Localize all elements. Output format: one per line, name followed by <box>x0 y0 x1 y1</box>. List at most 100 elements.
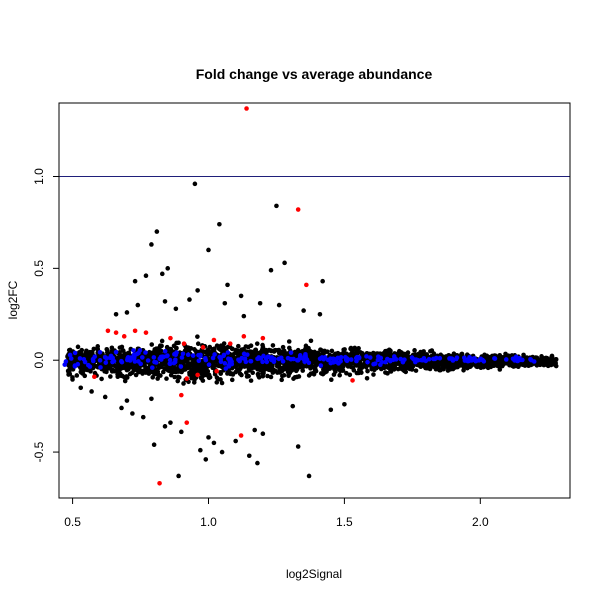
blue-point <box>226 364 232 369</box>
blue-point <box>172 351 177 357</box>
cloud-point <box>120 348 126 353</box>
cloud-point <box>418 349 423 355</box>
cloud-point <box>244 374 250 379</box>
outlier-point <box>206 247 211 253</box>
cloud-point <box>497 352 503 358</box>
cloud-point <box>488 355 494 361</box>
cloud-point <box>342 347 347 352</box>
blue-point <box>221 352 227 358</box>
cloud-point <box>206 375 212 381</box>
cloud-point <box>293 368 299 374</box>
cloud-point <box>67 347 73 353</box>
cloud-point <box>300 368 306 373</box>
cloud-point <box>475 362 481 368</box>
blue-point <box>97 349 103 355</box>
cloud-point <box>259 349 265 354</box>
blue-point <box>167 361 173 367</box>
cloud-point <box>457 359 463 365</box>
cloud-point <box>247 368 252 373</box>
cloud-point <box>159 362 165 367</box>
cloud-point <box>235 353 241 359</box>
outlier-point <box>268 267 274 273</box>
cloud-point <box>256 372 261 377</box>
blue-point <box>185 352 191 358</box>
outlier-point <box>130 411 135 416</box>
cloud-point <box>423 362 428 367</box>
cloud-point <box>529 362 534 367</box>
outlier-point <box>255 460 260 466</box>
blue-point <box>151 355 157 360</box>
blue-point <box>371 361 376 367</box>
blue-point <box>131 354 137 360</box>
cloud-point <box>168 372 174 378</box>
cloud-point <box>219 380 225 386</box>
cloud-point <box>161 369 166 375</box>
blue-point <box>335 355 341 361</box>
cloud-point <box>99 376 104 382</box>
cloud-point <box>260 370 265 376</box>
cloud-point <box>369 366 375 372</box>
blue-point <box>206 362 212 367</box>
outlier-point <box>149 242 154 247</box>
cloud-point <box>268 374 274 380</box>
y-tick-label: 0.0 <box>32 352 46 369</box>
blue-point <box>328 356 333 362</box>
blue-point <box>517 355 522 361</box>
cloud-point <box>216 346 222 352</box>
outlier-point <box>143 273 149 279</box>
highlight-point <box>184 376 190 381</box>
x-tick-label: 2.0 <box>472 515 489 529</box>
cloud-point <box>173 367 178 372</box>
cloud-point <box>337 372 342 378</box>
highlight-point <box>244 106 249 111</box>
blue-point <box>113 349 119 355</box>
cloud-point <box>450 362 455 368</box>
blue-point <box>465 358 471 364</box>
highlight-point <box>92 374 97 380</box>
cloud-point <box>155 349 160 355</box>
blue-point <box>454 355 460 360</box>
y-tick-label: 0.5 <box>32 260 46 277</box>
cloud-point <box>437 361 442 366</box>
cloud-point <box>265 373 270 379</box>
blue-point <box>318 363 324 368</box>
blue-point <box>227 358 233 363</box>
cloud-point <box>74 373 80 378</box>
outlier-point <box>149 396 154 402</box>
highlight-point <box>238 433 244 438</box>
blue-point <box>196 358 202 364</box>
cloud-point <box>195 334 200 339</box>
cloud-point <box>398 351 404 357</box>
outlier-point <box>274 203 279 209</box>
cloud-point <box>152 371 157 377</box>
cloud-point <box>468 364 473 369</box>
highlight-point <box>132 328 138 334</box>
cloud-point <box>293 362 298 367</box>
cloud-point <box>275 370 280 375</box>
blue-point <box>180 351 186 357</box>
cloud-point <box>172 374 177 380</box>
blue-point <box>150 365 155 370</box>
cloud-point <box>287 345 292 351</box>
blue-point <box>212 352 217 357</box>
outlier-point <box>219 449 225 455</box>
blue-point <box>103 360 109 365</box>
cloud-point <box>284 366 290 372</box>
cloud-point <box>175 378 181 384</box>
cloud-point <box>329 348 335 354</box>
cloud-point <box>279 377 284 383</box>
cloud-point <box>239 372 244 378</box>
outlier-point <box>159 271 165 277</box>
highlight-point <box>241 334 247 339</box>
blue-point <box>471 357 477 362</box>
highlight-point <box>195 372 200 378</box>
blue-point <box>245 352 250 357</box>
cloud-point <box>445 364 450 370</box>
cloud-point <box>271 349 277 354</box>
cloud-point <box>158 348 164 354</box>
cloud-point <box>280 344 286 350</box>
highlight-point <box>181 341 187 346</box>
outlier-point <box>89 389 94 394</box>
outlier-point <box>252 427 257 433</box>
